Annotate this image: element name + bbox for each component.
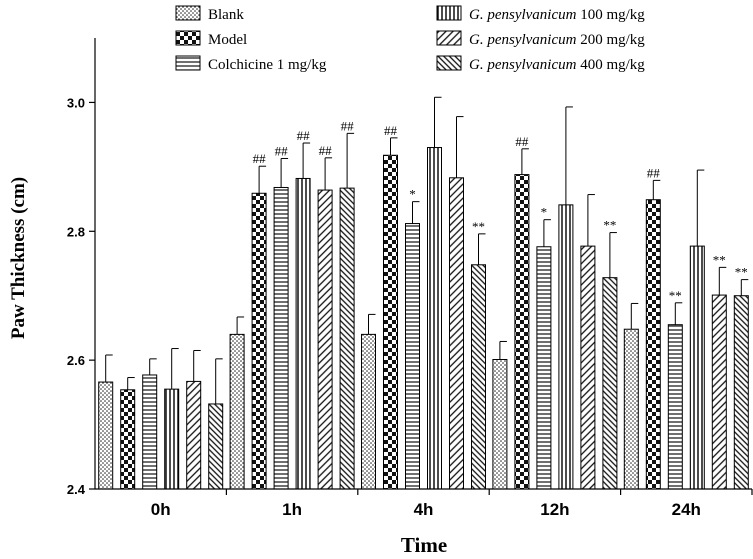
significance-label: ** <box>713 252 726 267</box>
significance-label: ** <box>472 219 485 234</box>
legend-label-italic: G. pensylvanicum <box>469 57 577 73</box>
bar <box>645 199 661 490</box>
significance-label: * <box>541 205 548 220</box>
bar <box>295 177 311 490</box>
bar <box>98 381 114 490</box>
plot-area: ########## ##***##***##****** <box>98 96 749 490</box>
legend-label: G. pensylvanicum 400 mg/kg <box>469 57 645 73</box>
legend-swatch <box>436 5 462 21</box>
significance-label: ** <box>603 218 616 233</box>
significance-label: ## <box>384 123 398 138</box>
bar <box>471 264 486 490</box>
x-tick-label: 0h <box>151 500 171 519</box>
legend-swatch <box>175 55 201 71</box>
legend-label-italic: G. pensylvanicum <box>469 32 577 48</box>
x-tick-label: 12h <box>540 500 569 519</box>
x-axis-title: Time <box>401 533 447 557</box>
y-tick-label: 2.6 <box>67 353 85 368</box>
significance-label: * <box>409 187 416 202</box>
significance-label: ## <box>341 118 355 133</box>
legend-label-italic: G. pensylvanicum <box>469 7 577 23</box>
y-axis-title: Paw Thickness (cm) <box>8 177 29 339</box>
bar <box>383 154 398 490</box>
significance-label: ## <box>647 165 661 180</box>
legend-swatch <box>436 55 462 71</box>
bar <box>733 295 749 490</box>
axes: 2.4 2.6 2.8 3.0 0h 1h 4h 12h 24h <box>67 38 753 519</box>
significance-label: ## <box>297 128 311 143</box>
legend-swatch <box>436 30 462 46</box>
legend-label-text: Colchicine 1 mg/kg <box>208 57 327 73</box>
bar <box>142 374 158 490</box>
legend-label: Model <box>208 32 247 48</box>
legend-label-text: 400 mg/kg <box>576 57 645 73</box>
bar <box>229 333 245 490</box>
bar <box>361 333 376 490</box>
bar <box>317 189 333 490</box>
bar <box>449 177 464 490</box>
legend-label: Blank <box>208 7 244 23</box>
bar <box>208 403 224 490</box>
bar <box>580 245 596 490</box>
bar <box>711 294 727 490</box>
legend-label: G. pensylvanicum 200 mg/kg <box>469 32 645 48</box>
bar <box>514 174 530 490</box>
x-tick-label: 4h <box>414 500 434 519</box>
bar <box>536 246 552 490</box>
bar <box>339 187 355 490</box>
significance-label: ** <box>669 288 682 303</box>
bar <box>602 277 618 490</box>
legend-swatch <box>175 5 201 21</box>
legend-label-text: Blank <box>208 7 244 23</box>
bar <box>492 358 508 490</box>
bar <box>164 388 180 490</box>
significance-label: ## <box>253 151 267 166</box>
bar <box>251 192 267 490</box>
legend-label: G. pensylvanicum 100 mg/kg <box>469 7 645 23</box>
legend-label-text: 200 mg/kg <box>576 32 645 48</box>
x-tick-label: 24h <box>672 500 701 519</box>
y-tick-label: 3.0 <box>67 95 85 110</box>
significance-label: ** <box>735 265 748 280</box>
significance-label: ## <box>319 143 333 158</box>
x-tick-label: 1h <box>282 500 302 519</box>
significance-label: ## <box>275 143 289 158</box>
bar <box>405 223 420 490</box>
bar <box>558 204 574 490</box>
bar <box>689 245 705 490</box>
y-tick-label: 2.8 <box>67 224 85 239</box>
bar <box>186 380 202 490</box>
legend-label: Colchicine 1 mg/kg <box>208 57 327 73</box>
bar <box>120 389 136 490</box>
legend: Blank Model Colchicine 1 mg/kg G. pensylvan… <box>175 5 645 73</box>
bar <box>667 324 683 490</box>
bar <box>427 147 442 490</box>
bar <box>273 186 289 490</box>
significance-label: ## <box>515 134 529 149</box>
legend-label-text: Model <box>208 32 247 48</box>
legend-swatch <box>175 30 201 46</box>
legend-label-text: 100 mg/kg <box>576 7 645 23</box>
y-tick-label: 2.4 <box>67 482 86 497</box>
bar <box>623 328 639 490</box>
